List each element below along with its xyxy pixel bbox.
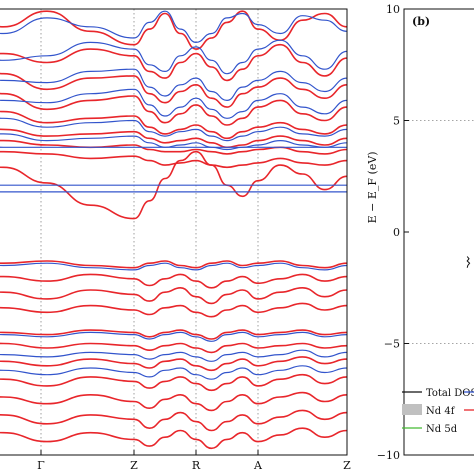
- red-band-9: [0, 260, 348, 269]
- blue-band-12: [0, 365, 348, 380]
- blue-band-2: [0, 68, 348, 102]
- blue-band-3: [0, 88, 348, 119]
- dos-panel: 10 5 0 −5 −10 (b) E − E_F (eV) Total DOS Nd 4…: [366, 3, 474, 462]
- y-tick-label-1: 5: [393, 115, 400, 128]
- red-band-4: [0, 110, 348, 140]
- red-band-17: [0, 391, 348, 412]
- y-tick-label-0: 10: [386, 3, 400, 16]
- dos-y-axis-label: E − E_F (eV): [366, 151, 379, 223]
- y-tick-label-4: −10: [377, 449, 400, 462]
- red-band-16: [0, 373, 348, 392]
- blue-band-11: [0, 349, 348, 362]
- red-band-0: [0, 10, 348, 50]
- red-band-1: [0, 43, 348, 82]
- dos-curve-group: [466, 256, 471, 268]
- legend-label-2: Nd 5d: [426, 424, 458, 435]
- blue-band-1: [0, 39, 348, 75]
- red-band-12: [0, 302, 348, 318]
- red-band-14: [0, 342, 348, 354]
- x-tick-label-1: Z: [130, 459, 138, 472]
- x-tick-label-0: Γ: [37, 459, 45, 472]
- red-band-3: [0, 92, 348, 126]
- blue-band-9: [0, 262, 348, 271]
- blue-band-10: [0, 331, 348, 342]
- blue-band-5: [0, 133, 348, 151]
- blue-bands-group: [0, 10, 348, 380]
- blue-band-0: [0, 10, 348, 44]
- red-band-8: [0, 150, 348, 220]
- red-band-18: [0, 409, 348, 432]
- red-band-11: [0, 286, 348, 305]
- dos-y-ticks: 10 5 0 −5 −10: [377, 3, 409, 462]
- red-band-13: [0, 329, 348, 340]
- y-tick-label-3: −5: [384, 338, 400, 351]
- x-tick-label-4: Z: [343, 459, 351, 472]
- red-band-15: [0, 356, 348, 372]
- red-band-19: [0, 427, 348, 450]
- panel-label-b: (b): [412, 15, 430, 28]
- dos-curve: [466, 256, 471, 268]
- red-bands-group: [0, 10, 348, 450]
- band-panel-frame: [0, 8, 348, 456]
- x-tick-label-3: A: [253, 459, 263, 472]
- red-band-10: [0, 273, 348, 289]
- y-tick-label-2: 0: [393, 226, 400, 239]
- dos-legend: Total DOS Nd 4f Nd 5d: [402, 388, 474, 435]
- red-band-2: [0, 72, 348, 108]
- red-band-5: [0, 128, 348, 149]
- blue-band-4: [0, 117, 348, 142]
- legend-label-1: Nd 4f: [426, 406, 456, 417]
- legend-swatch-1: [402, 404, 422, 415]
- red-band-7: [0, 150, 348, 169]
- x-tick-label-2: R: [192, 459, 201, 472]
- panel-gap-mask: [348, 0, 474, 474]
- blue-band-6: [0, 146, 347, 148]
- legend-label-0: Total DOS: [426, 388, 474, 399]
